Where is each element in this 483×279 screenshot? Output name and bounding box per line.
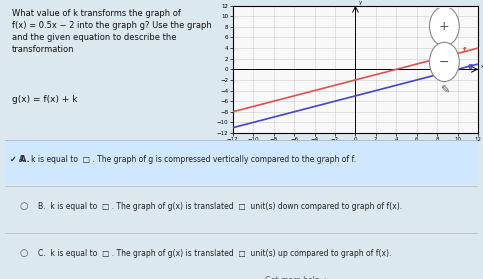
Text: g(x) = f(x) + k: g(x) = f(x) + k — [12, 95, 77, 104]
Circle shape — [429, 7, 459, 46]
Text: Get more help ▲: Get more help ▲ — [265, 276, 328, 279]
Text: B.  k is equal to  □ . The graph of g(x) is translated  □  unit(s) down compared: B. k is equal to □ . The graph of g(x) i… — [38, 202, 402, 211]
Circle shape — [429, 42, 459, 81]
Text: ✎: ✎ — [440, 85, 449, 95]
Text: y: y — [358, 0, 362, 5]
Text: −: − — [439, 56, 450, 68]
Text: g: g — [468, 63, 473, 69]
Text: ○: ○ — [19, 201, 28, 211]
Text: f: f — [463, 47, 466, 53]
Text: What value of k transforms the graph of
f(x) = 0.5x − 2 into the graph g? Use th: What value of k transforms the graph of … — [12, 9, 211, 54]
Text: ✓ A.  k is equal to  □ . The graph of g is compressed vertically compared to the: ✓ A. k is equal to □ . The graph of g is… — [10, 155, 355, 164]
Text: C.  k is equal to  □ . The graph of g(x) is translated  □  unit(s) up compared t: C. k is equal to □ . The graph of g(x) i… — [38, 249, 391, 258]
Text: x: x — [481, 64, 483, 69]
Text: ○: ○ — [19, 248, 28, 258]
X-axis label: x: x — [354, 144, 357, 150]
Text: +: + — [439, 20, 450, 33]
Text: ✓ A.: ✓ A. — [10, 155, 29, 164]
FancyBboxPatch shape — [5, 136, 478, 184]
